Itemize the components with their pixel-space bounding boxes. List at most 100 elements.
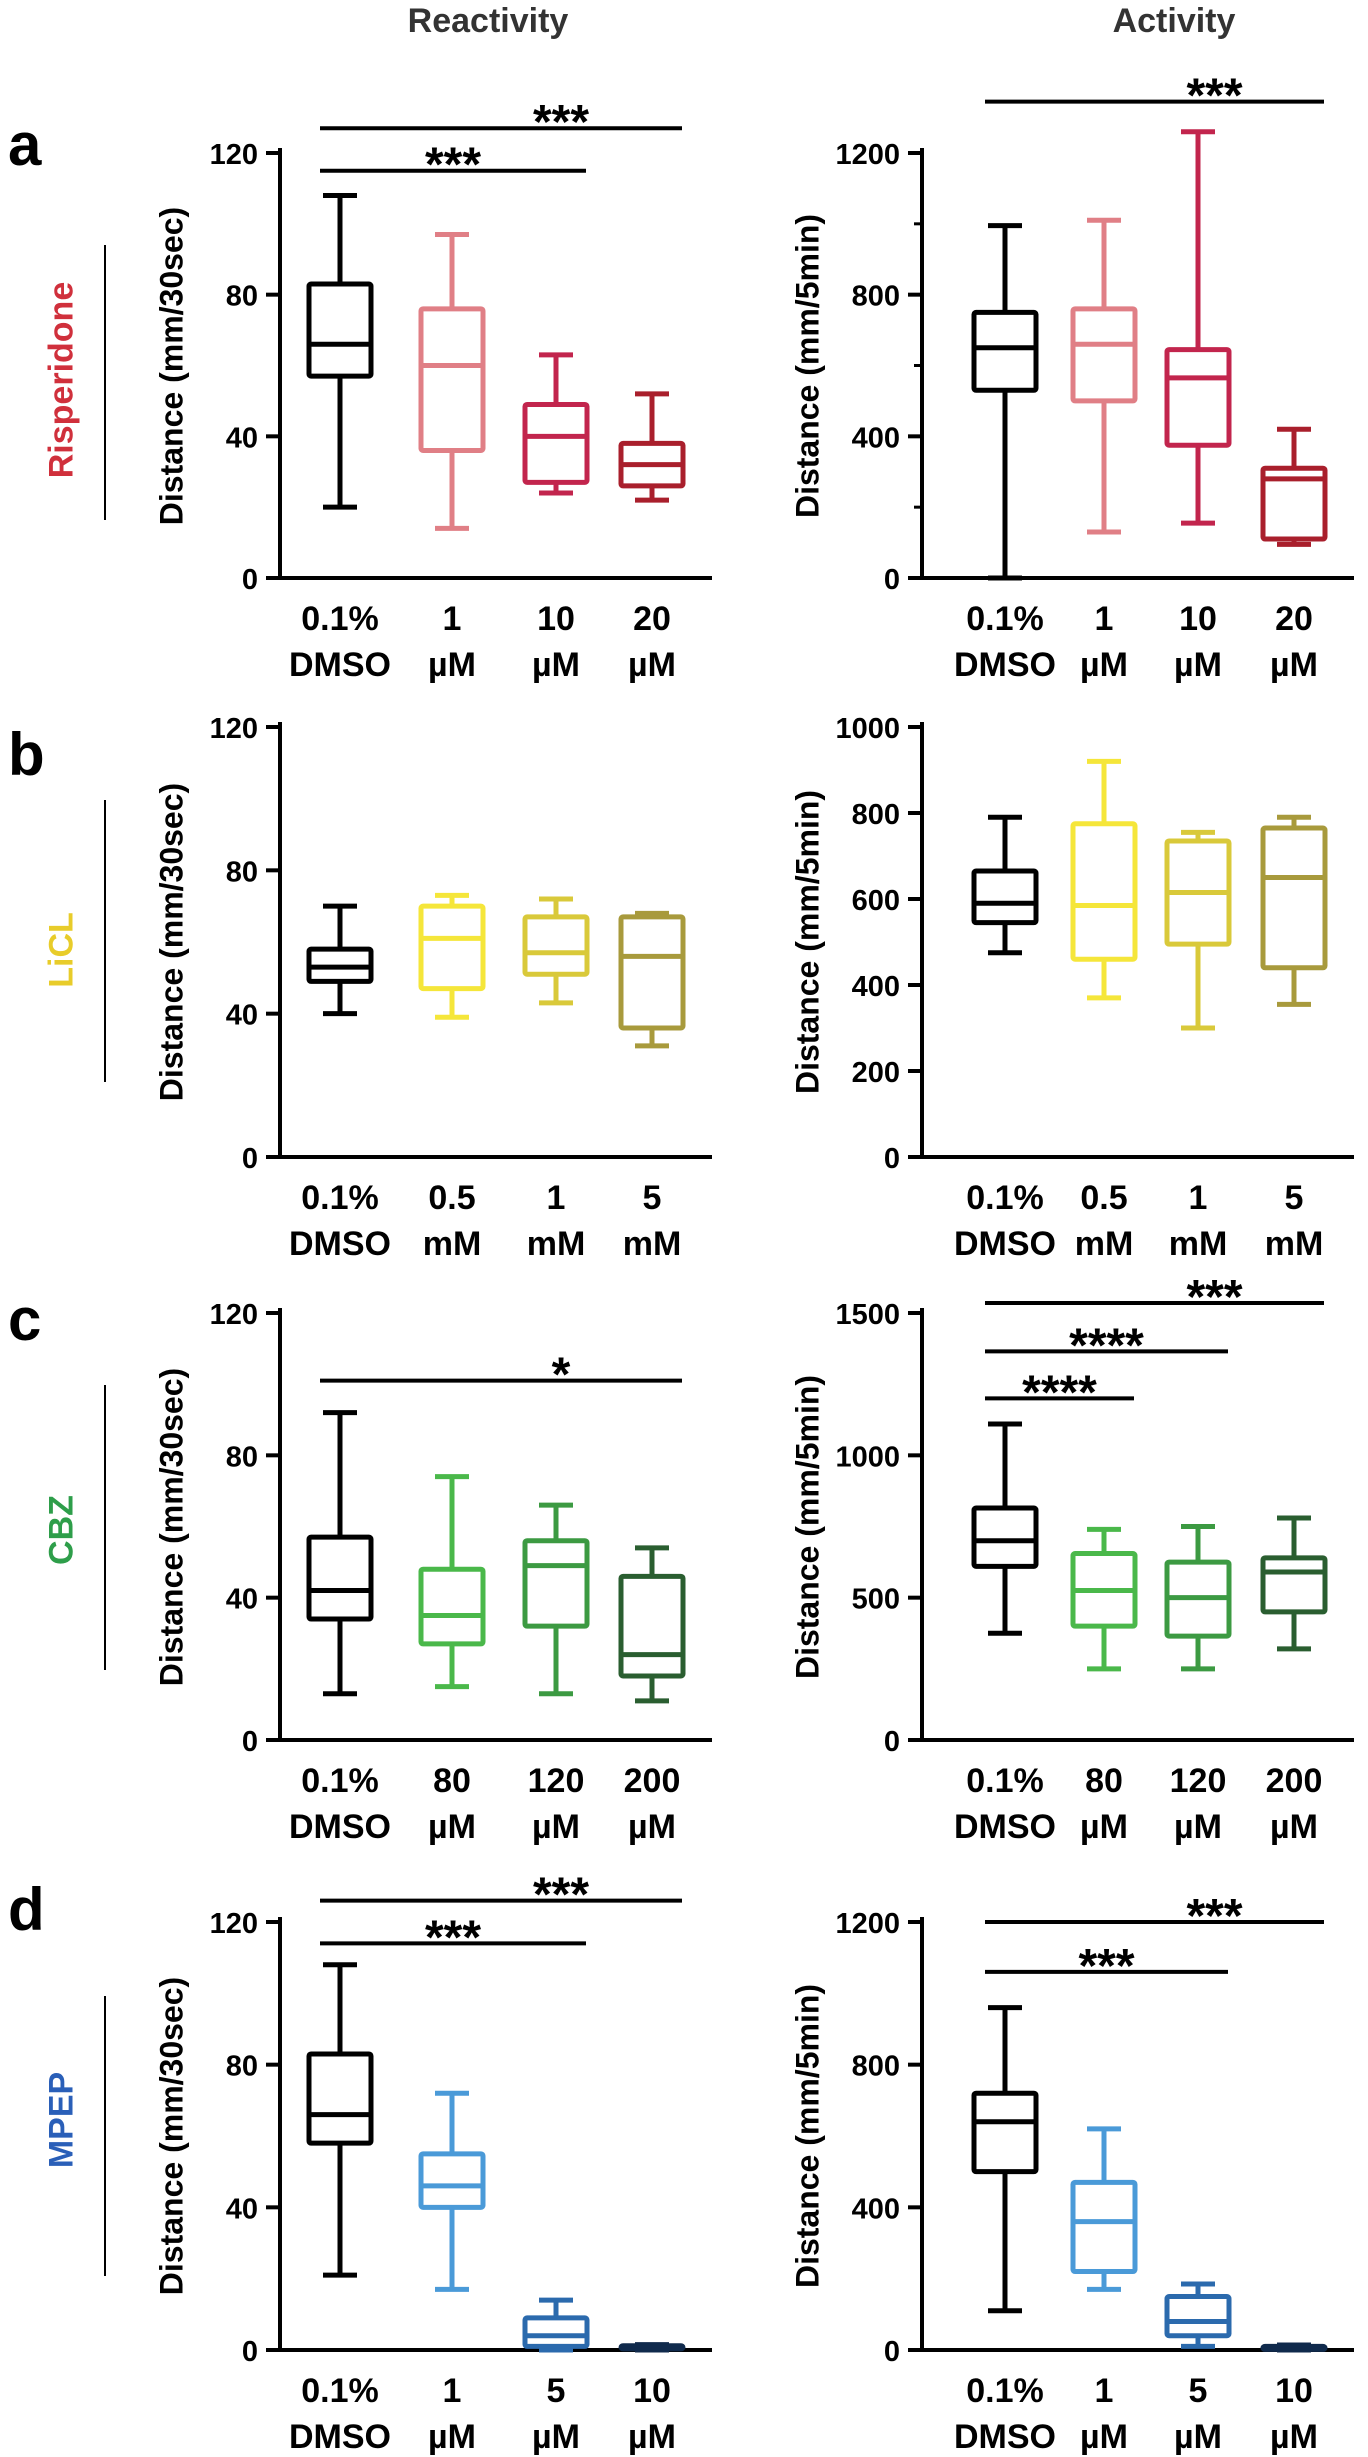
x-tick-unit-label: mM [623, 1225, 682, 1263]
box-iqr [971, 2090, 1039, 2175]
x-tick-label: 0.1% [301, 1179, 379, 1217]
y-tick-label: 120 [210, 139, 258, 171]
significance-stars: *** [1186, 1271, 1242, 1324]
box-iqr [1260, 825, 1328, 971]
box-iqr [306, 1534, 374, 1622]
box-iqr [306, 2051, 374, 2146]
x-tick-label: 5 [1285, 1179, 1304, 1217]
y-tick-label: 0 [242, 564, 258, 596]
significance-stars: *** [425, 139, 481, 192]
y-tick-label: 400 [852, 971, 900, 1003]
box-iqr [618, 1573, 686, 1679]
x-tick-unit-label: DMSO [954, 1225, 1056, 1263]
x-tick-label: 120 [1170, 1762, 1227, 1800]
x-tick-unit-label: µM [428, 2418, 476, 2456]
x-tick-unit-label: mM [1265, 1225, 1324, 1263]
y-tick-label: 0 [242, 2336, 258, 2368]
drug-divider-line [104, 1385, 106, 1670]
x-tick-label: 1 [1189, 1179, 1208, 1217]
y-tick-label: 40 [226, 422, 258, 454]
y-tick-label: 0 [242, 1726, 258, 1758]
box-iqr [1260, 1555, 1328, 1615]
x-tick-label: 10 [1179, 600, 1217, 638]
y-tick-label: 400 [852, 422, 900, 454]
box-iqr [1164, 347, 1232, 448]
x-tick-unit-label: µM [1174, 1808, 1222, 1846]
x-tick-label: 1 [443, 2372, 462, 2410]
x-tick-unit-label: µM [428, 646, 476, 684]
significance-stars: *** [533, 1869, 589, 1922]
x-tick-label: 80 [433, 1762, 471, 1800]
x-tick-label: 0.5 [428, 1179, 475, 1217]
y-tick-label: 80 [226, 856, 258, 888]
box-iqr [1070, 821, 1138, 962]
y-tick-label: 40 [226, 2193, 258, 2225]
box-iqr [418, 2151, 486, 2210]
x-tick-label: 0.1% [966, 600, 1044, 638]
x-tick-unit-label: DMSO [289, 1225, 391, 1263]
x-tick-unit-label: µM [1080, 1808, 1128, 1846]
x-tick-label: 20 [633, 600, 671, 638]
x-tick-unit-label: mM [1075, 1225, 1134, 1263]
x-tick-unit-label: DMSO [954, 1808, 1056, 1846]
x-tick-label: 5 [643, 1179, 662, 1217]
significance-stars: **** [1022, 1366, 1097, 1419]
column-header-activity: Activity [1112, 2, 1236, 40]
x-tick-unit-label: µM [1270, 646, 1318, 684]
y-tick-label: 1000 [835, 713, 900, 745]
drug-divider-line [104, 1996, 106, 2276]
y-tick-label: 80 [226, 2051, 258, 2083]
x-tick-label: 80 [1085, 1762, 1123, 1800]
significance-stars: *** [1078, 1940, 1134, 1993]
box-iqr [418, 903, 486, 992]
x-tick-unit-label: µM [1270, 2418, 1318, 2456]
y-tick-label: 120 [210, 1299, 258, 1331]
x-tick-unit-label: µM [1270, 1808, 1318, 1846]
box-iqr [1164, 2294, 1232, 2339]
panel-label-c: c [8, 1286, 42, 1353]
significance-stars: * [552, 1349, 571, 1402]
x-tick-unit-label: mM [423, 1225, 482, 1263]
x-tick-label: 1 [1095, 2372, 1114, 2410]
x-tick-label: 0.1% [301, 1762, 379, 1800]
significance-stars: **** [1069, 1319, 1144, 1372]
box-iqr [618, 914, 686, 1031]
y-tick-label: 0 [242, 1143, 258, 1175]
significance-stars: *** [1186, 70, 1242, 123]
x-tick-unit-label: DMSO [289, 646, 391, 684]
y-tick-label: 400 [852, 2193, 900, 2225]
significance-stars: *** [533, 96, 589, 149]
box-iqr [971, 868, 1039, 926]
x-tick-unit-label: µM [1080, 2418, 1128, 2456]
x-tick-label: 120 [528, 1762, 585, 1800]
x-tick-label: 0.5 [1080, 1179, 1127, 1217]
y-tick-label: 800 [852, 2051, 900, 2083]
x-tick-label: 10 [1275, 2372, 1313, 2410]
x-tick-unit-label: mM [1169, 1225, 1228, 1263]
x-tick-label: 10 [537, 600, 575, 638]
x-tick-label: 0.1% [301, 600, 379, 638]
y-tick-label: 800 [852, 799, 900, 831]
x-tick-unit-label: DMSO [289, 2418, 391, 2456]
x-tick-unit-label: DMSO [954, 646, 1056, 684]
x-tick-label: 5 [1189, 2372, 1208, 2410]
x-tick-label: 200 [624, 1762, 681, 1800]
x-tick-label: 20 [1275, 600, 1313, 638]
y-tick-label: 120 [210, 713, 258, 745]
panel-label-b: b [8, 721, 45, 788]
box-iqr [306, 281, 374, 379]
x-tick-label: 1 [1095, 600, 1114, 638]
y-tick-label: 40 [226, 1584, 258, 1616]
drug-divider-line [104, 800, 106, 1082]
column-header-reactivity: Reactivity [407, 2, 569, 40]
y-tick-label: 120 [210, 1908, 258, 1940]
x-tick-unit-label: DMSO [289, 1808, 391, 1846]
significance-stars: *** [425, 1911, 481, 1964]
box-iqr [1260, 465, 1328, 542]
box-iqr [1070, 306, 1138, 404]
drug-divider-line [104, 245, 106, 520]
x-tick-unit-label: µM [628, 2418, 676, 2456]
box-iqr [522, 914, 590, 977]
box-iqr [971, 309, 1039, 393]
x-tick-unit-label: µM [628, 646, 676, 684]
